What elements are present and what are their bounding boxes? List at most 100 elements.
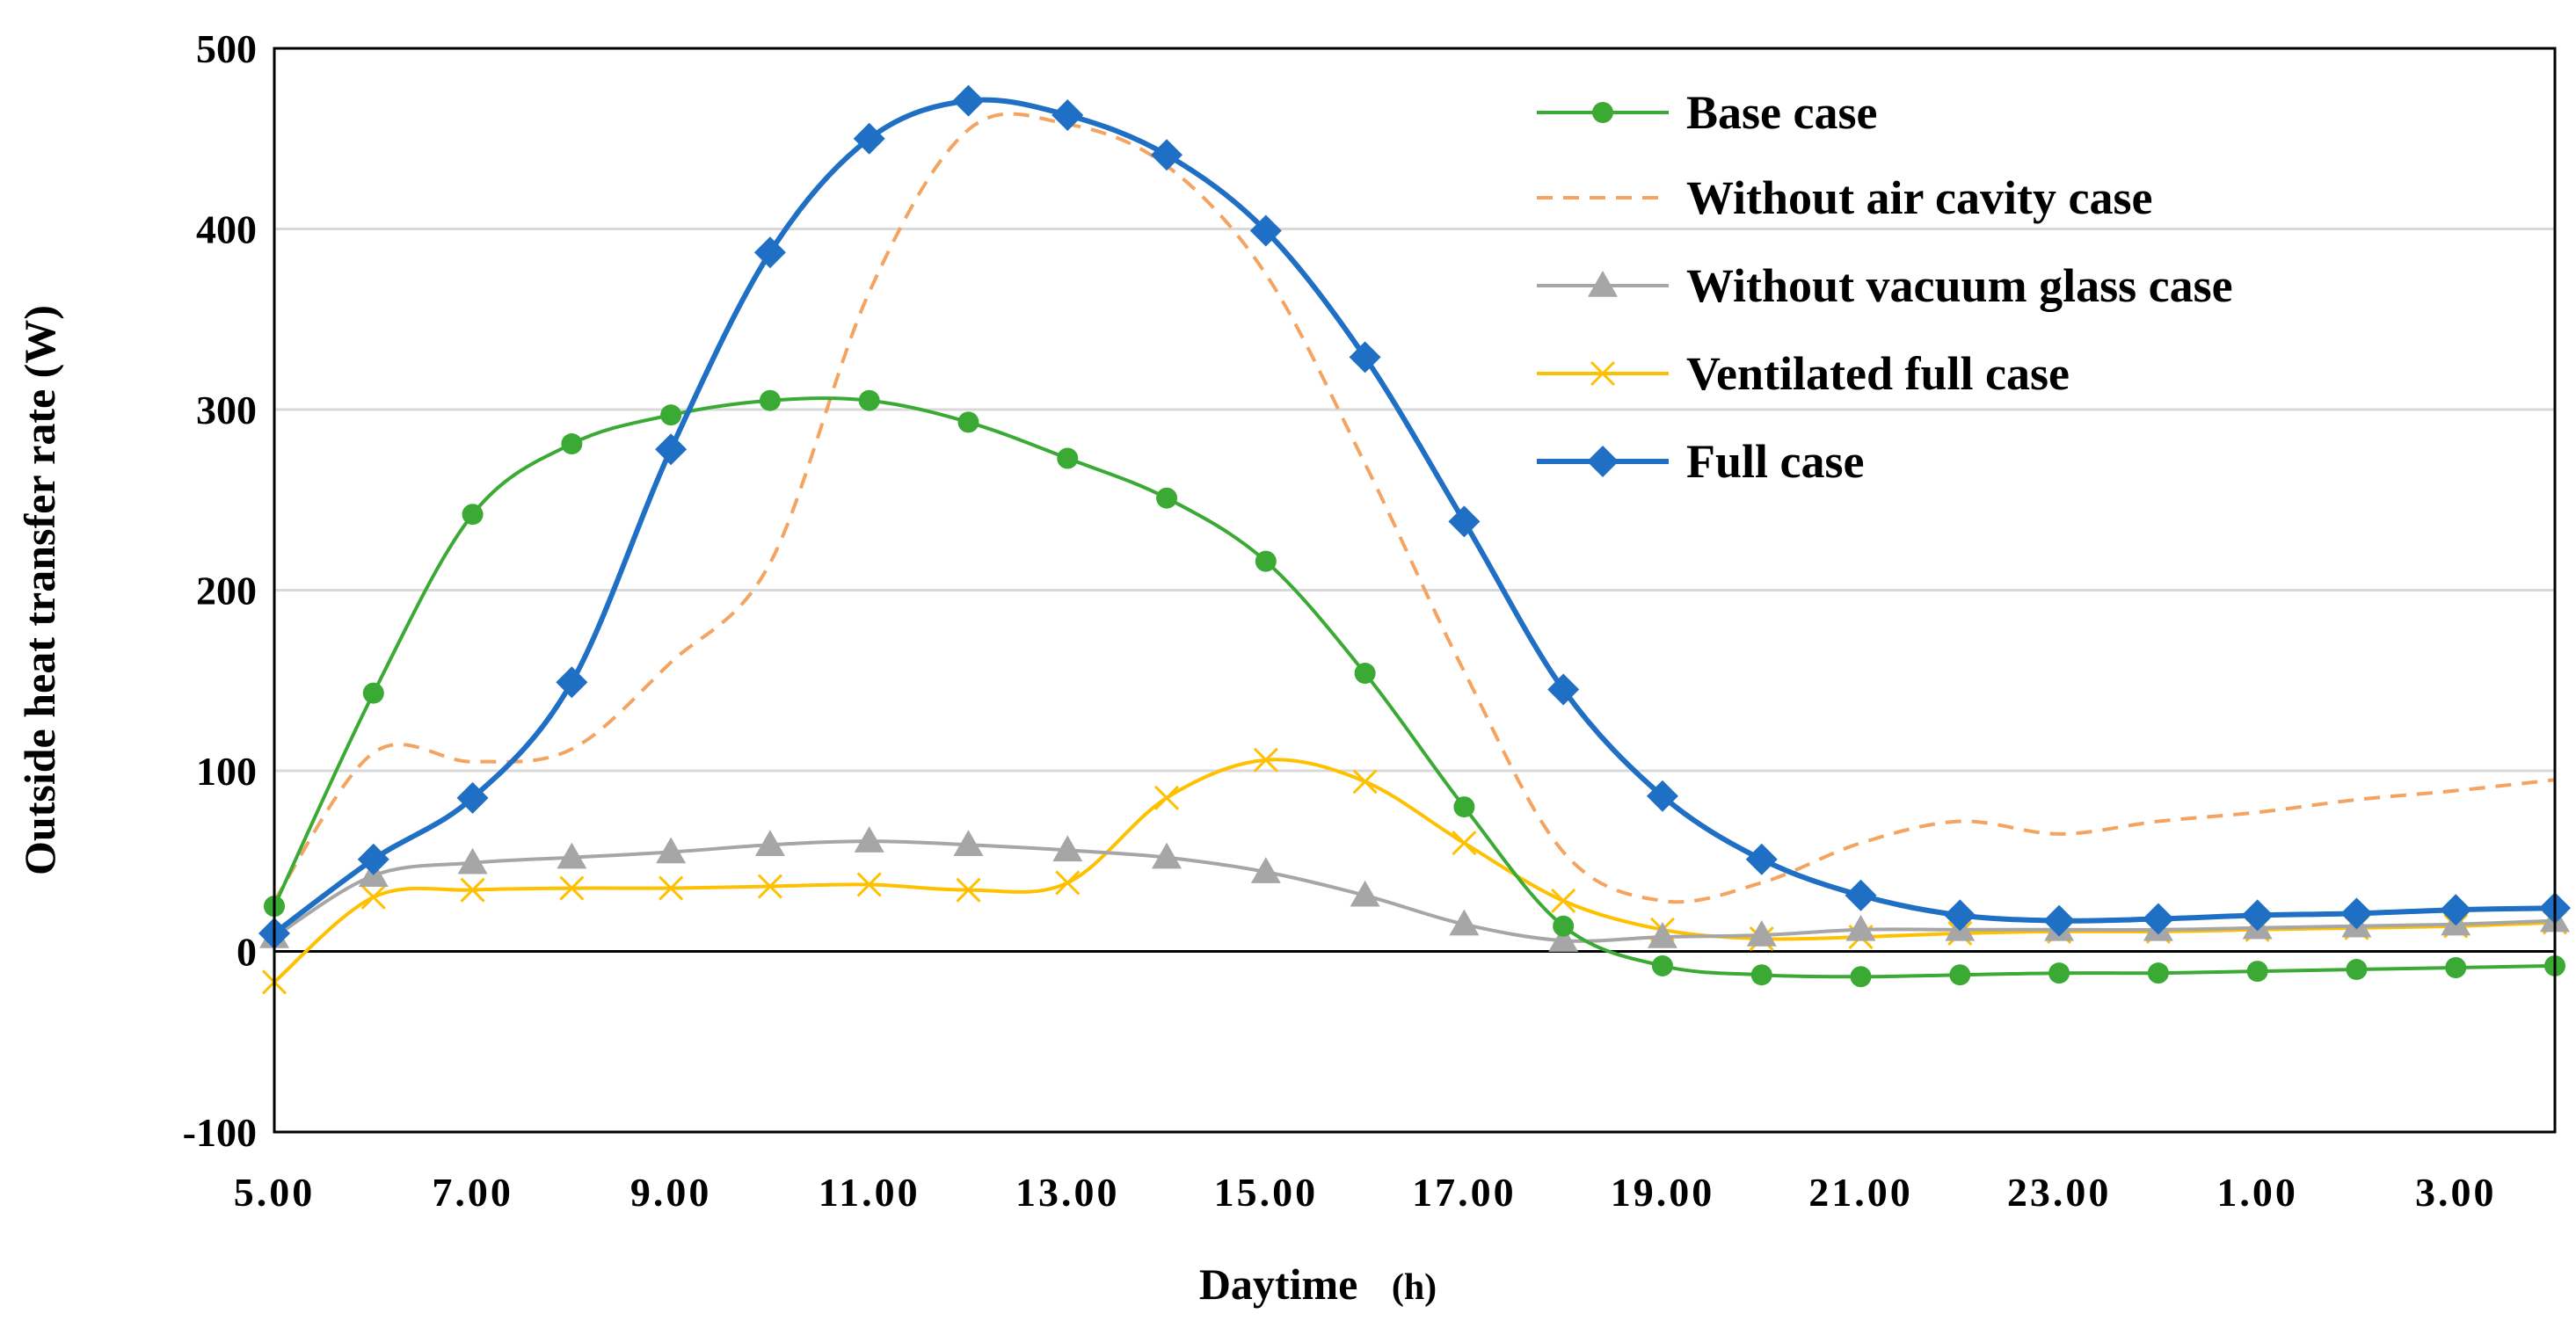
data-point [952,84,985,117]
data-point [1547,673,1580,706]
data-point [754,830,785,857]
data-point [1651,954,1673,976]
data-point [1156,487,1178,509]
series-line [273,839,2556,943]
data-point [456,781,489,814]
data-point [556,666,588,699]
data-point [1057,447,1079,469]
data-point [460,877,485,903]
data-point [953,830,984,857]
y-tick-label: 400 [196,207,257,252]
data-point [956,877,981,903]
x-tick-label: 21.00 [1808,1170,1913,1215]
data-point [1349,341,1381,374]
data-point [660,404,682,426]
data-point [2340,897,2373,930]
data-point [1152,842,1182,869]
data-point [2147,962,2169,984]
data-point [561,433,583,455]
data-point [957,411,979,433]
data-point [360,884,386,910]
data-point [357,843,389,875]
series-line [273,112,2556,904]
data-point [2346,959,2368,981]
x-axis-ticks: 5.00 7.00 9.00 11.00 13.00 15.00 17.00 19.00 21.… [234,1170,2497,1215]
data-point [2246,961,2268,983]
data-point [1449,909,1480,936]
legend-item-full-case: Full case [1537,435,1864,488]
legend-label: Without vacuum glass case [1686,259,2233,312]
data-point [1746,920,1777,947]
x-tick-label: 7.00 [432,1170,513,1215]
x-tick-label: 15.00 [1214,1170,1319,1215]
data-point [559,875,585,901]
y-tick-label: -100 [183,1110,257,1155]
legend-label: Full case [1686,435,1864,488]
data-point [1845,879,1877,911]
data-point [1151,139,1183,171]
legend-marker [1587,446,1619,477]
data-point [757,874,782,899]
x-tick-label: 5.00 [234,1170,316,1215]
legend-item-without-air-cavity-case: Without air cavity case [1537,171,2152,224]
series-line [273,396,2556,979]
x-tick-label: 9.00 [630,1170,712,1215]
data-point [457,847,488,874]
data-point [1253,747,1278,773]
data-point [1845,914,1876,941]
x-tick-label: 17.00 [1412,1170,1517,1215]
data-point [1352,769,1378,795]
y-tick-label: 100 [196,749,257,794]
x-axis-title-unit: (h) [1392,1267,1437,1308]
data-point [1052,835,1083,862]
data-point [1055,870,1081,896]
legend-item-ventilated-full-case: Ventilated full case [1537,347,2070,400]
data-point [1153,785,1180,810]
data-point [1551,888,1576,914]
x-tick-label: 13.00 [1015,1170,1120,1215]
data-point [1850,966,1872,988]
data-point [1249,214,1282,247]
y-axis-ticks: -100 0 100 200 300 400 500 [183,26,257,1155]
data-point [1548,925,1579,952]
x-tick-label: 11.00 [819,1170,921,1215]
x-axis-title-text: Daytime [1199,1259,1358,1309]
data-point [2241,899,2274,932]
series-without-air-cavity-case [273,112,2556,904]
data-point [2048,962,2070,984]
data-point [856,872,882,897]
series-line [273,758,2556,983]
data-point [362,682,384,704]
y-axis-title: Outside heat transfer rate (W) [15,305,64,875]
data-point [1453,796,1475,818]
y-tick-label: 0 [236,930,257,975]
data-point [1250,857,1281,883]
data-point [753,236,786,269]
series-ventilated-full-case [261,747,2568,995]
data-point [858,389,880,411]
data-point [557,842,587,869]
series-layer [258,84,2571,995]
data-point [1452,831,1477,856]
series-base-case [264,389,2565,988]
legend-label: Without air cavity case [1686,171,2152,224]
data-point [1052,99,1084,132]
series-full-case [258,84,2571,949]
data-point [2445,956,2467,978]
data-point [656,837,687,864]
legend-label: Base case [1686,86,1877,139]
legend-marker [1588,271,1618,297]
data-point [1647,922,1677,948]
x-tick-label: 19.00 [1611,1170,1715,1215]
data-point [1354,663,1376,685]
data-point [1944,899,1976,932]
data-point [853,122,885,155]
legend-item-base-case: Base case [1537,86,1877,139]
x-tick-label: 3.00 [2415,1170,2497,1215]
data-point [854,826,884,853]
y-tick-label: 500 [196,26,257,71]
data-point [1350,880,1380,907]
y-tick-label: 200 [196,569,257,613]
x-axis-title: Daytime (h) [1199,1259,1437,1309]
